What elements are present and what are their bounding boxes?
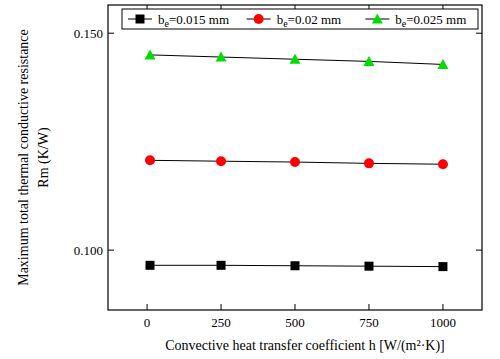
- point: [364, 262, 373, 271]
- y-tick: [476, 33, 482, 34]
- y-tick: [108, 33, 114, 34]
- legend-marker: [372, 14, 383, 24]
- marker: [146, 261, 155, 270]
- chart: 0 250 500 750 1000 0.100 0.150 Convective heat …: [0, 0, 500, 359]
- legend-text: =0.025 mm: [406, 12, 466, 27]
- marker: [291, 261, 300, 270]
- marker: [290, 54, 301, 64]
- marker: [217, 261, 226, 270]
- x-tick-label: 0: [144, 315, 151, 330]
- marker: [290, 157, 300, 167]
- x-tick: [442, 304, 443, 310]
- y-axis-label: Maximum total thermal conductive resista…: [16, 29, 31, 286]
- marker: [438, 159, 448, 169]
- legend-box: [122, 9, 478, 29]
- x-tick: [368, 304, 369, 310]
- y-tick: [476, 250, 482, 251]
- marker: [216, 52, 227, 62]
- x-tick-label: 500: [285, 315, 305, 330]
- legend-symbol: [254, 14, 264, 24]
- y-axis-label: Rm (K/W): [36, 127, 52, 188]
- marker: [364, 158, 374, 168]
- marker: [145, 49, 156, 59]
- legend-symbol: [372, 14, 383, 24]
- y-tick-label: 0.150: [74, 26, 103, 41]
- legend-label: be=0.015 mm: [158, 12, 229, 29]
- point: [364, 158, 374, 168]
- legend-label: be=0.025 mm: [395, 12, 466, 29]
- point: [145, 49, 156, 59]
- point: [290, 157, 300, 167]
- x-tick: [147, 304, 148, 310]
- legend-text: =0.015 mm: [169, 12, 229, 27]
- point: [146, 261, 155, 270]
- legend-text: =0.02 mm: [288, 12, 342, 27]
- marker: [363, 56, 374, 66]
- marker: [438, 262, 447, 271]
- marker: [364, 262, 373, 271]
- point: [145, 155, 155, 165]
- x-axis-label: Convective heat transfer coefficient h […: [165, 338, 445, 354]
- marker: [437, 59, 448, 69]
- x-tick-label: 250: [211, 315, 231, 330]
- plot-area: [145, 49, 449, 271]
- point: [438, 262, 447, 271]
- x-tick: [295, 304, 296, 310]
- point: [437, 59, 448, 69]
- legend-symbol: [136, 15, 145, 24]
- marker: [216, 156, 226, 166]
- legend-marker: [254, 14, 264, 24]
- point: [438, 159, 448, 169]
- x-tick: [221, 304, 222, 310]
- y-tick-label: 0.100: [74, 243, 103, 258]
- point: [363, 56, 374, 66]
- point: [290, 54, 301, 64]
- y-tick: [108, 250, 114, 251]
- marker: [145, 155, 155, 165]
- point: [216, 156, 226, 166]
- point: [216, 52, 227, 62]
- point: [291, 261, 300, 270]
- plot-frame: [108, 5, 482, 310]
- point: [217, 261, 226, 270]
- legend: be=0.015 mm be=0.02 mm be=0.025 mm: [122, 9, 478, 29]
- x-tick-label: 750: [359, 315, 379, 330]
- legend-label: be=0.02 mm: [277, 12, 342, 29]
- legend-marker: [136, 15, 145, 24]
- x-tick-label: 1000: [430, 315, 456, 330]
